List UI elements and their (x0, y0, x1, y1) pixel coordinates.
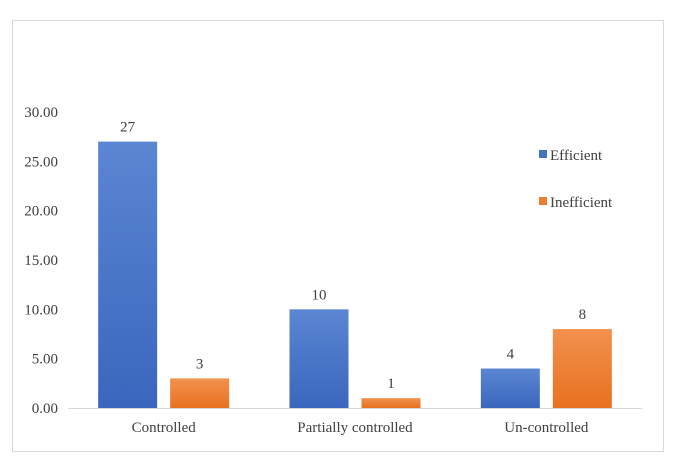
bar-efficient-2 (480, 368, 540, 408)
legend: Efficient Inefficient (539, 148, 613, 211)
x-category-label: Un-controlled (504, 420, 589, 436)
data-label: 8 (579, 307, 587, 323)
bar-efficient-0 (98, 141, 158, 408)
data-label: 1 (387, 376, 395, 392)
x-axis: Controlled Partially controlled Un-control… (68, 408, 642, 436)
bar-efficient-1 (289, 309, 349, 408)
bars: 27 3 10 1 4 8 (98, 120, 612, 408)
x-category-label: Partially controlled (297, 420, 413, 436)
bar-inefficient-2 (552, 329, 612, 408)
data-label: 3 (196, 356, 204, 372)
y-tick-label: 10.00 (24, 302, 58, 318)
y-tick-label: 20.00 (24, 204, 58, 220)
legend-swatch (539, 197, 547, 205)
y-tick-label: 5.00 (32, 352, 58, 368)
y-tick-label: 30.00 (24, 105, 58, 121)
legend-label: Inefficient (550, 195, 613, 211)
bar-inefficient-0 (170, 378, 230, 408)
legend-swatch (539, 150, 547, 158)
data-label: 27 (120, 120, 136, 136)
bar-inefficient-1 (361, 398, 421, 408)
y-tick-label: 0.00 (32, 401, 58, 417)
y-axis: 0.00 5.00 10.00 15.00 20.00 25.00 30.00 (24, 105, 58, 417)
x-category-label: Controlled (132, 420, 197, 436)
y-tick-label: 15.00 (24, 253, 58, 269)
y-tick-label: 25.00 (24, 154, 58, 170)
data-label: 10 (312, 287, 327, 303)
data-label: 4 (507, 347, 515, 363)
legend-label: Efficient (550, 148, 603, 164)
